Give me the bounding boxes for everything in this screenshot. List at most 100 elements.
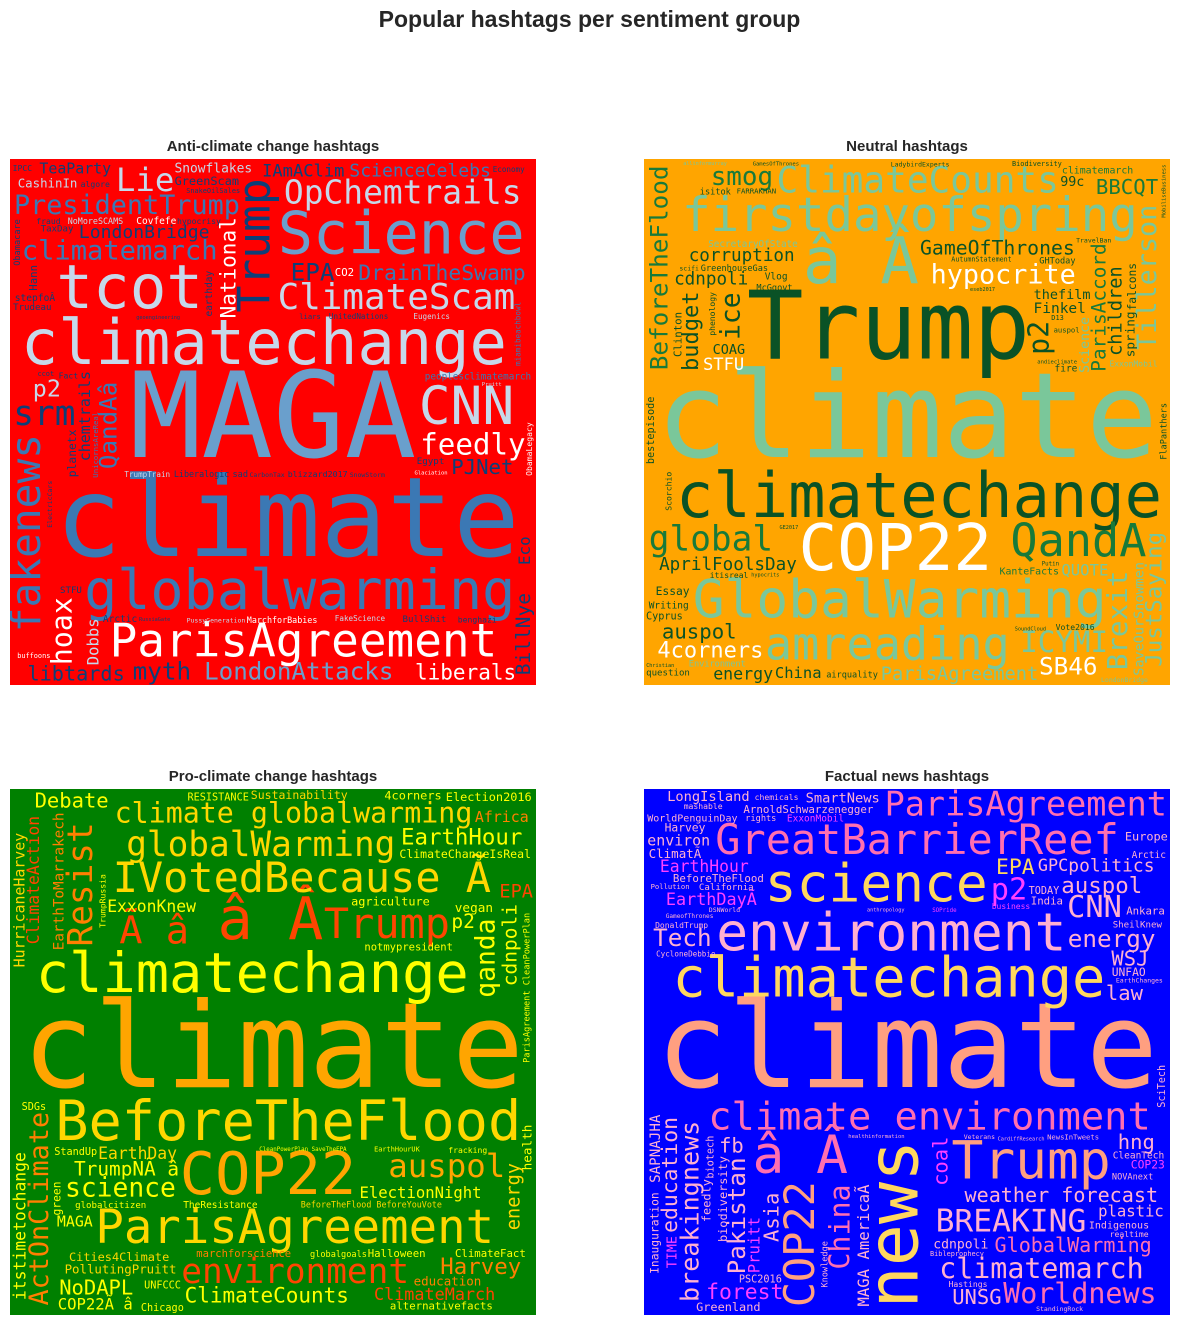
word-finkel: Finkel	[1034, 301, 1086, 317]
word-earthday: earthday	[204, 270, 215, 316]
word-theresistance: TheResistance	[183, 1200, 258, 1211]
word-buffoons: buffoons	[17, 652, 50, 660]
word-farrakhan: FARRAKHAN	[737, 186, 777, 195]
word-scitech: SciTech	[1157, 1065, 1168, 1108]
word-scorchio: Scorchio	[663, 472, 673, 511]
word-knowledge: Knowledge	[821, 1241, 831, 1288]
word-chemtrails: chemtrails	[76, 371, 94, 461]
wordcloud-background	[10, 789, 536, 1315]
word-africa: Africa	[475, 808, 529, 826]
word-newsintweets: NewsInTweets	[1047, 1133, 1099, 1142]
word-nodapl: NoDAPL	[59, 1276, 133, 1300]
word-unfao: UNFAO	[1112, 966, 1146, 979]
word-dsnworld: DSNWorld	[709, 906, 740, 914]
word-trumptrain: TrumpTrain	[124, 470, 170, 479]
word-opchemtrails: OpChemtrails	[284, 173, 522, 212]
word-symbol: â Â	[803, 223, 919, 299]
word-iamaclim: IAmAClim	[262, 161, 344, 181]
word-saveoursnowmen: SaveOurSnowmen	[1131, 562, 1147, 676]
word-planetx: planetx	[66, 429, 79, 477]
word-dobbs: Dobbs	[84, 618, 102, 665]
word-climatechangeisreal: ClimateChangeIsReal	[399, 847, 531, 861]
word-children: children	[1105, 266, 1126, 356]
word-climat: ClimatÃ	[649, 846, 702, 861]
word-sopride: SOPride	[932, 908, 957, 914]
word-coag: COAG	[713, 342, 746, 358]
word-arctic: Arctic	[103, 614, 137, 625]
word-bestepisode: bestepisode	[646, 397, 657, 464]
word-time: TIME	[666, 1236, 681, 1268]
word-cities4climate: Cities4Climate	[69, 1250, 169, 1264]
word-spring: spring	[1122, 311, 1137, 357]
word-tillerson: Tillerson	[1132, 205, 1163, 350]
word-greenscam: GreenScam	[175, 174, 239, 188]
word-today: TODAY	[1029, 886, 1060, 897]
word-beforetheflood: BeforeTheFlood	[644, 166, 673, 371]
word-srm: srm	[13, 394, 75, 434]
word-china: China	[824, 1184, 857, 1269]
word-climate-globalwarming: climate globalwarming	[115, 796, 473, 829]
word-globalwarming: globalwarming	[84, 558, 515, 622]
word-climatemarch: climatemarch	[939, 1252, 1143, 1285]
word-trump: Trump	[747, 273, 1030, 382]
word-energy: energy	[504, 1163, 525, 1230]
word-coal: coal	[928, 1137, 952, 1186]
word-climatemarch: climatemarch	[1062, 166, 1133, 177]
word-isitok: isitok	[700, 188, 732, 198]
word-bibleprophecy: Bibleprophecy	[930, 1250, 984, 1258]
word-election2016: Election2016	[446, 790, 532, 804]
word-trump: Trump	[228, 178, 280, 312]
word-beforetheflood: BeforeTheFlood	[55, 1090, 521, 1154]
word-marchforbabies: MarchforBabies	[247, 615, 318, 625]
word-earthtomarrakech: EarthToMarrakech	[51, 812, 67, 950]
word-climatechange: climatechange	[21, 306, 507, 379]
word-fire: fire	[1055, 363, 1078, 374]
word-cdnpoli: cdnpoli	[933, 1237, 988, 1252]
word-andieclimate: andieclimate	[1037, 360, 1077, 366]
word-teaparty: TeaParty	[39, 160, 111, 178]
word-biodiversity: Biodiversity	[1012, 160, 1062, 168]
word-notmypresident: notmypresident	[364, 942, 453, 954]
word-obamalegacy: ObamaLegacy	[524, 422, 534, 476]
word-inauguration: Inauguration	[649, 1192, 662, 1274]
word-parisagreement: ParisAgreement	[881, 664, 1039, 685]
word-parisaccord: ParisAccord	[1087, 243, 1110, 371]
word-worldnews: Worldnews	[1003, 1277, 1156, 1310]
word-earthday: EarthDayÃ	[666, 888, 757, 909]
word-law: law	[1106, 981, 1144, 1005]
word-cdnpoli: cdnpoli	[498, 904, 521, 986]
word-climateaction: ClimateAction	[24, 816, 43, 944]
word-wsj: WSJ	[1111, 947, 1148, 971]
word-marchforscience: marchforscience	[196, 1248, 291, 1260]
word-donaldtrump: DonaldTrump	[655, 921, 708, 930]
word-anthropology: anthropology	[867, 907, 904, 913]
word-auspol: auspol	[388, 1147, 505, 1185]
word-99c: 99c	[1060, 175, 1084, 190]
word-snowflakes: Snowflakes	[175, 162, 253, 177]
word-environ: environ	[647, 831, 710, 849]
word-epa: EPA	[996, 855, 1035, 880]
word-standingrock: StandingRock	[1036, 1305, 1083, 1313]
word-environment: environment	[716, 902, 1066, 963]
word-greenhousegas: GreenhouseGas	[701, 264, 768, 274]
word-ice: ice	[716, 292, 746, 340]
word-parisagreement-cleanpowerplan: ParisAgreement CleanPowerPlan	[523, 913, 533, 1063]
word-clinton: Clinton	[671, 312, 684, 357]
word-londonbridge: LondonBridge	[1101, 676, 1148, 684]
word-earthhour: EarthHour	[660, 857, 749, 876]
word-california: California	[699, 883, 754, 893]
word-electriccars: ElectricCars	[46, 481, 54, 528]
word-symbol: â Â	[753, 1123, 849, 1186]
word-fraud: fraud	[36, 216, 60, 226]
word-cop22: COP22	[799, 511, 993, 586]
word-parisagreement: ParisAgreement	[885, 789, 1167, 824]
word-allinformurray: allinformurray	[683, 161, 727, 167]
word-climatescam: ClimateScam	[278, 277, 516, 318]
word-healthinformation: healthinformation	[848, 1134, 904, 1140]
word-pruitt: Pruitt	[745, 1217, 763, 1273]
word-ladybirdexperts: LadybirdExperts	[891, 160, 950, 168]
word-exxonmobil: ExxonMobil	[1109, 359, 1157, 368]
word-pakistan: Pakistan	[722, 1157, 751, 1274]
word-globalcitizen: globalcitizen	[75, 1201, 146, 1211]
word-ivotedbecause: IVotedBecause Ã	[113, 852, 491, 902]
